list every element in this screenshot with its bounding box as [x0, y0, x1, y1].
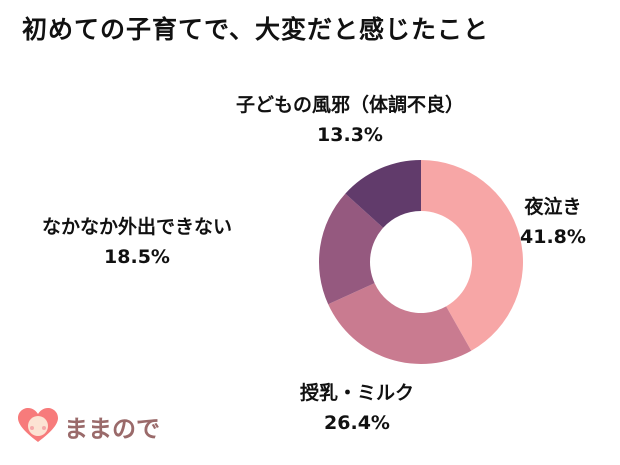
donut-slice-2 [319, 193, 384, 305]
label-slice-0: 夜泣き 41.8% [520, 196, 586, 248]
donut-slice-3 [345, 160, 421, 228]
donut-slice-1 [328, 283, 472, 364]
label-slice-3: 子どもの風邪（体調不良） 13.3% [235, 94, 464, 146]
brand-name: ままので [64, 414, 160, 443]
baby-heart-icon [18, 408, 58, 442]
chart-title: 初めての子育てで、大変だと感じたこと [22, 15, 490, 44]
label-slice-1: 授乳・ミルク 26.4% [300, 382, 415, 434]
brand-logo: ままので [18, 408, 160, 444]
label-slice-2: なかなか外出できない 18.5% [41, 216, 232, 268]
donut-slice-0 [421, 160, 523, 351]
